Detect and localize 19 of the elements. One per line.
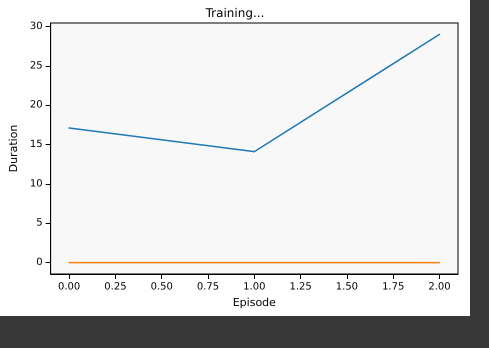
- y-tick-label: 10: [30, 178, 43, 190]
- x-axis-title: Episode: [232, 296, 276, 309]
- x-tick-label: 0.75: [196, 282, 220, 292]
- y-tick-label: 25: [30, 60, 43, 72]
- x-tick-label: 0.25: [104, 282, 127, 292]
- x-tick-label: 1.25: [289, 282, 312, 292]
- x-tick-label: 1.75: [382, 282, 404, 292]
- y-tick-label: 30: [30, 21, 43, 32]
- y-tick-label: 20: [30, 100, 43, 111]
- x-tick-label: 1.00: [243, 282, 266, 292]
- x-tick-label: 2.00: [428, 282, 451, 292]
- y-tick-label: 0: [36, 257, 43, 268]
- x-tick-label: 0.50: [150, 282, 173, 292]
- y-tick-label: 15: [30, 139, 43, 150]
- chart-title: Training...: [204, 6, 264, 20]
- y-tick-label: 5: [36, 218, 43, 229]
- y-axis-title: Duration: [7, 124, 20, 172]
- x-tick-label: 0.00: [58, 282, 80, 292]
- x-tick-label: 1.50: [336, 282, 358, 292]
